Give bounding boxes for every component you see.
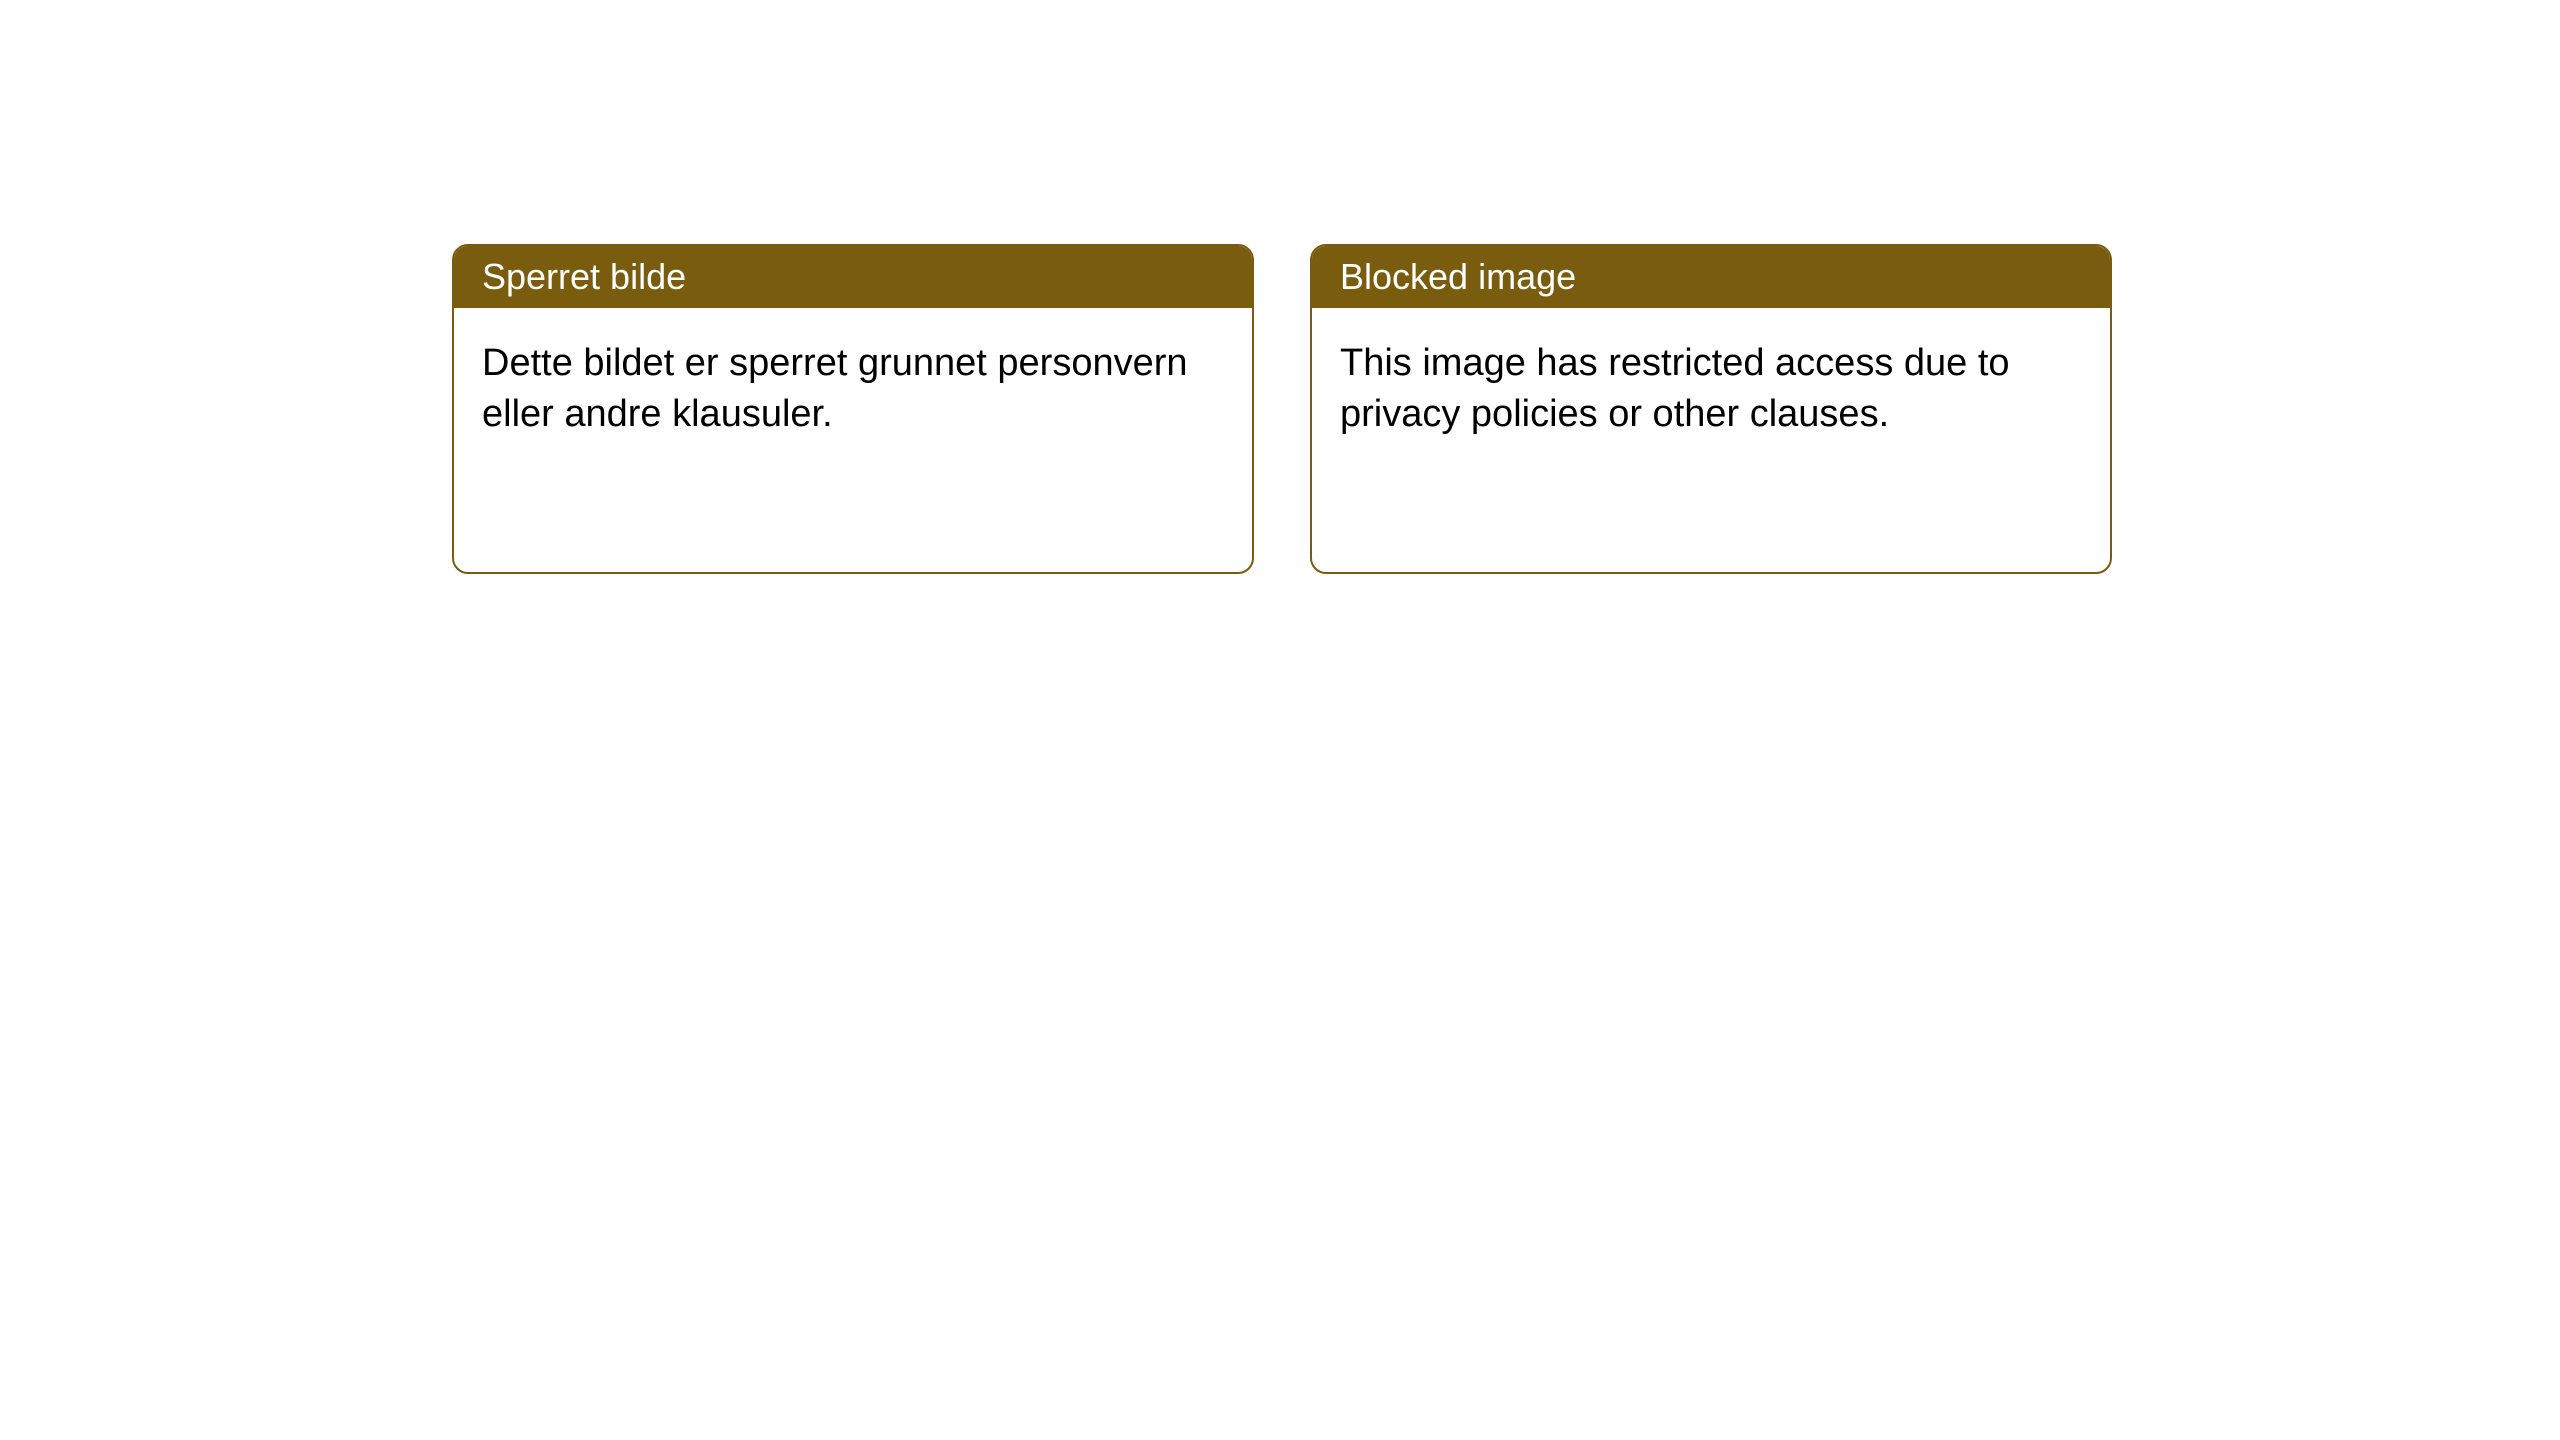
notice-header: Blocked image bbox=[1312, 246, 2110, 308]
notice-title: Blocked image bbox=[1340, 256, 1576, 297]
notice-card-english: Blocked image This image has restricted … bbox=[1310, 244, 2112, 574]
notice-body: Dette bildet er sperret grunnet personve… bbox=[454, 308, 1252, 471]
notice-text: Dette bildet er sperret grunnet personve… bbox=[482, 342, 1188, 435]
notice-header: Sperret bilde bbox=[454, 246, 1252, 308]
notice-title: Sperret bilde bbox=[482, 256, 686, 297]
notice-body: This image has restricted access due to … bbox=[1312, 308, 2110, 471]
notice-container: Sperret bilde Dette bildet er sperret gr… bbox=[0, 0, 2560, 574]
notice-card-norwegian: Sperret bilde Dette bildet er sperret gr… bbox=[452, 244, 1254, 574]
notice-text: This image has restricted access due to … bbox=[1340, 342, 2010, 435]
